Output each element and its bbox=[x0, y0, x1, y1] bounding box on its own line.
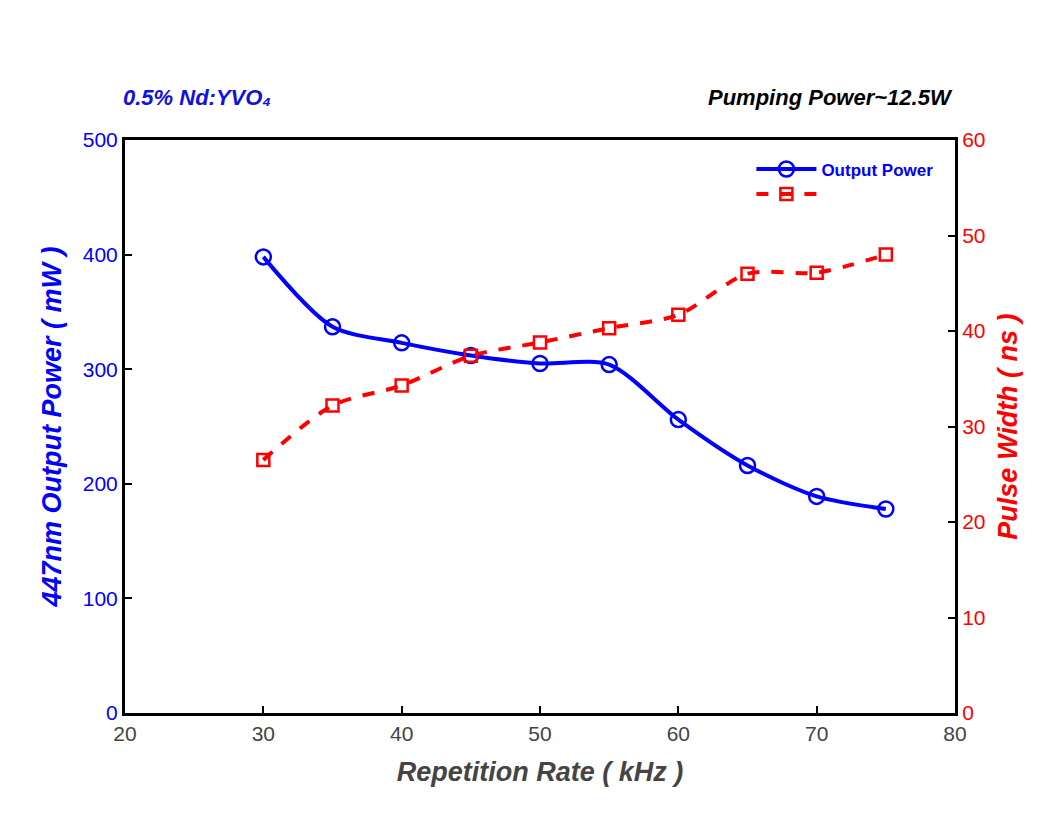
svg-text:50: 50 bbox=[962, 224, 985, 247]
svg-text:300: 300 bbox=[83, 358, 118, 381]
svg-text:10: 10 bbox=[962, 606, 985, 629]
svg-text:60: 60 bbox=[962, 128, 985, 151]
svg-text:500: 500 bbox=[83, 128, 118, 151]
svg-text:0.5% Nd:YVO₄: 0.5% Nd:YVO₄ bbox=[123, 85, 271, 110]
svg-text:Pulse Width ( ns ): Pulse Width ( ns ) bbox=[993, 313, 1023, 539]
svg-text:30: 30 bbox=[252, 722, 275, 745]
svg-text:​: ​ bbox=[821, 186, 822, 205]
svg-text:100: 100 bbox=[83, 587, 118, 610]
svg-text:0: 0 bbox=[962, 701, 974, 724]
svg-text:40: 40 bbox=[390, 722, 413, 745]
svg-text:80: 80 bbox=[943, 722, 966, 745]
svg-text:50: 50 bbox=[528, 722, 551, 745]
svg-text:Repetition Rate ( kHz ): Repetition Rate ( kHz ) bbox=[397, 757, 684, 787]
svg-text:30: 30 bbox=[962, 415, 985, 438]
svg-text:447nm Output Power ( mW ): 447nm Output Power ( mW ) bbox=[37, 246, 67, 607]
svg-text:0: 0 bbox=[106, 701, 118, 724]
svg-text:200: 200 bbox=[83, 472, 118, 495]
svg-text:Output Power: Output Power bbox=[821, 161, 933, 180]
svg-text:20: 20 bbox=[113, 722, 136, 745]
svg-text:70: 70 bbox=[805, 722, 828, 745]
svg-text:20: 20 bbox=[962, 510, 985, 533]
svg-text:60: 60 bbox=[667, 722, 690, 745]
svg-text:40: 40 bbox=[962, 319, 985, 342]
svg-text:400: 400 bbox=[83, 243, 118, 266]
svg-text:Pumping Power~12.5W: Pumping Power~12.5W bbox=[708, 85, 953, 110]
